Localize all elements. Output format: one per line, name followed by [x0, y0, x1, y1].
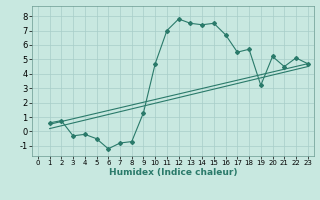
X-axis label: Humidex (Indice chaleur): Humidex (Indice chaleur) — [108, 168, 237, 177]
